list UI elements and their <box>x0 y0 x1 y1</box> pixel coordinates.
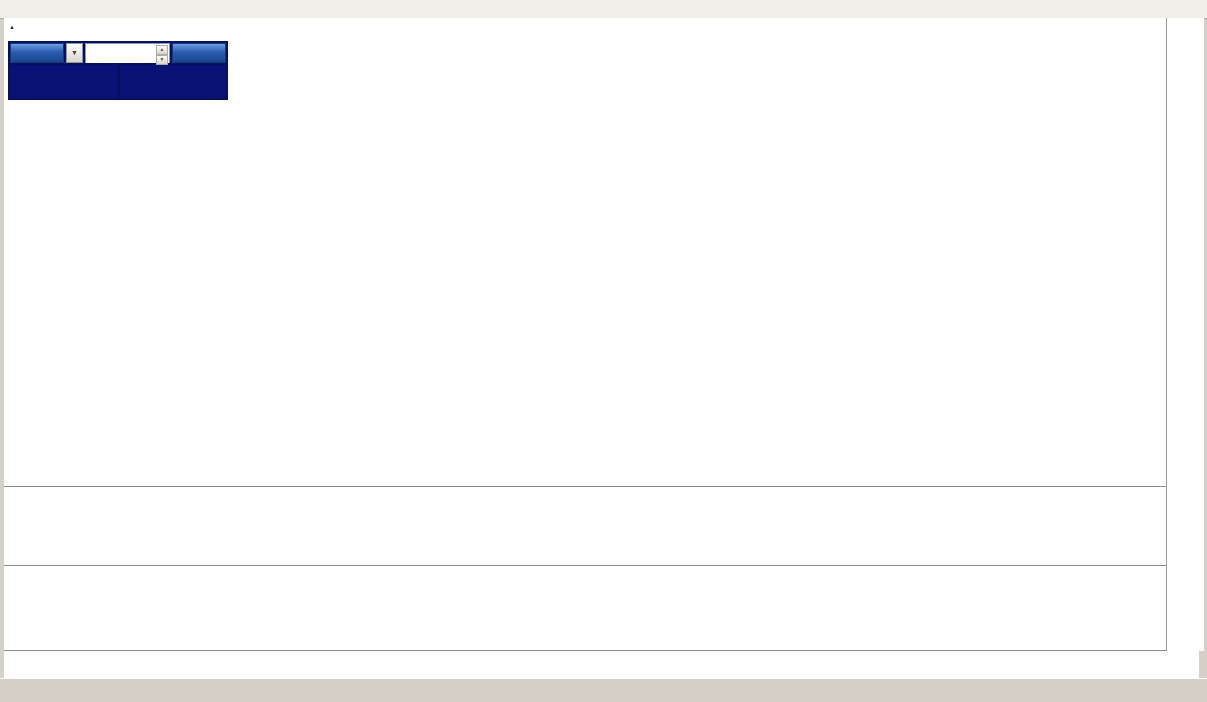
rsi-indicator-pane[interactable] <box>4 566 1166 651</box>
sell-price-panel[interactable] <box>10 65 117 98</box>
one-click-trade-widget: ▼ ▲ ▼ <box>8 41 228 100</box>
time-axis[interactable] <box>4 651 1199 678</box>
buy-button[interactable] <box>172 43 226 63</box>
chart-tab-bar <box>0 678 1207 702</box>
chevron-down-icon: ▼ <box>71 49 78 57</box>
volume-increase-button[interactable]: ▲ <box>156 45 168 55</box>
macd-indicator-pane[interactable] <box>4 487 1166 566</box>
timeframe-toolbar <box>0 0 1207 19</box>
buy-price-panel[interactable] <box>119 65 226 98</box>
volume-input[interactable] <box>86 45 169 63</box>
order-type-dropdown[interactable]: ▼ <box>66 43 83 63</box>
sell-button[interactable] <box>10 43 64 63</box>
volume-decrease-button[interactable]: ▼ <box>156 55 168 65</box>
price-axis[interactable] <box>1166 18 1204 651</box>
one-click-toggle-icon[interactable]: ▲ <box>9 25 15 31</box>
volume-box: ▲ ▼ <box>85 43 170 65</box>
